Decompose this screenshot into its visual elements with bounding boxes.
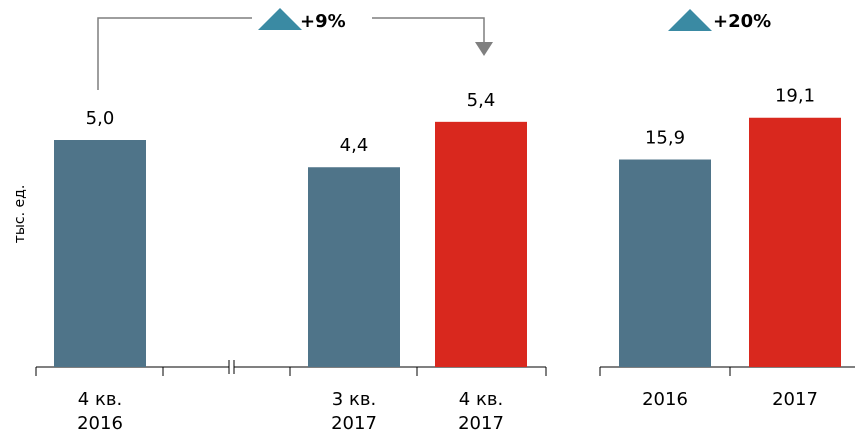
category-label-4q-2017-line1: 4 кв. [459,389,503,410]
triangle-up-icon [668,9,712,31]
category-label-4q-2017-line2: 2017 [458,413,504,434]
y-axis-label: тыс. ед. [12,185,28,244]
bar-2017 [749,117,841,368]
category-label-2017: 2017 [772,389,818,410]
growth-connector-right [372,17,485,42]
growth-label-right: +20% [713,11,771,32]
value-label-4q-2017: 5,4 [467,90,496,111]
category-label-3q-2017-line2: 2017 [331,413,377,434]
category-label-4q-2016-line2: 2016 [77,413,123,434]
connector-arrowhead [475,42,493,56]
right-chart: 15,9 19,1 2016 2017 +20% [599,9,855,410]
value-label-4q-2016: 5,0 [86,108,115,129]
bar-4q-2016 [54,140,146,367]
bar-4q-2017 [435,121,527,367]
growth-connector-left [97,17,252,90]
value-label-2017: 19,1 [775,86,815,107]
bar-3q-2017 [308,167,400,367]
value-label-2016: 15,9 [645,128,685,149]
triangle-up-icon [258,8,302,30]
bar-2016 [619,159,711,367]
category-label-2016: 2016 [642,389,688,410]
category-label-3q-2017-line1: 3 кв. [332,389,376,410]
left-chart: 5,0 4,4 5,4 4 кв. 2016 3 кв. 2017 4 кв. … [35,8,547,434]
growth-label-left: +9% [300,11,346,32]
category-label-4q-2016-line1: 4 кв. [78,389,122,410]
value-label-3q-2017: 4,4 [340,135,369,156]
